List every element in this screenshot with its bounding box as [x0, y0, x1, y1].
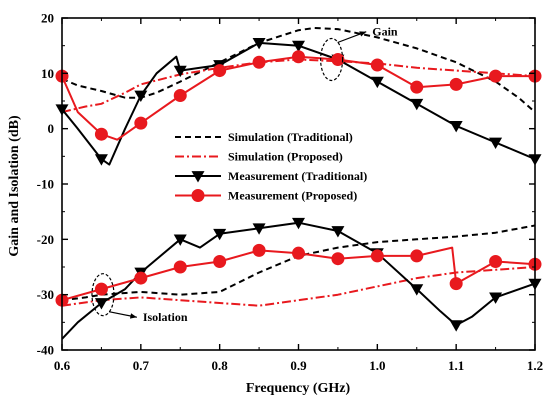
- data-point-measurement-proposed-3-11: [489, 69, 503, 83]
- x-tick-label-1: 0.7: [133, 358, 150, 373]
- x-tick-label-3: 0.9: [290, 358, 307, 373]
- data-point-measurement-proposed-7-6: [292, 246, 305, 260]
- data-point-measurement-proposed-3-7: [331, 53, 345, 66]
- data-point-measurement-traditional-2-6: [292, 40, 305, 53]
- data-point-measurement-traditional-6-2: [173, 234, 187, 246]
- data-point-measurement-proposed-7-11: [489, 254, 503, 268]
- data-point-measurement-proposed-7-5: [252, 243, 266, 257]
- x-tick-label-5: 1.1: [448, 358, 464, 373]
- x-tick-label-4: 1.0: [369, 358, 385, 373]
- data-point-measurement-traditional-2-10: [449, 121, 463, 133]
- data-point-measurement-traditional-6-0: [94, 298, 108, 310]
- data-point-measurement-proposed-7-10: [449, 277, 463, 291]
- y-tick-label-5: 10: [41, 66, 54, 81]
- x-axis-label: Frequency (GHz): [246, 381, 351, 396]
- x-tick-label-6: 1.2: [527, 358, 543, 373]
- plot-markers: [55, 38, 542, 332]
- data-point-measurement-proposed-7-8: [370, 249, 384, 263]
- plot-lines: [62, 27, 535, 340]
- y-tick-label-3: -10: [37, 177, 54, 192]
- annotation-ellipse-isolation: [91, 273, 115, 317]
- data-point-measurement-traditional-2-3: [173, 65, 187, 78]
- annotation-label-gain: Gain: [372, 25, 398, 39]
- plot-frame: [61, 17, 536, 351]
- y-tick-label-0: -40: [37, 343, 54, 358]
- annotations: Gain Isolation: [91, 25, 398, 324]
- data-point-measurement-proposed-3-5: [252, 55, 266, 69]
- series-line-simulation-proposed-1: [62, 58, 535, 114]
- data-point-measurement-proposed-3-10: [449, 77, 463, 91]
- data-point-measurement-proposed-7-2: [134, 271, 148, 285]
- data-point-measurement-traditional-2-2: [134, 90, 148, 102]
- legend-marker-measurement-traditional: [191, 171, 205, 183]
- y-tick-label-4: 0: [48, 121, 55, 136]
- data-point-measurement-traditional-6-6: [331, 226, 345, 238]
- y-tick-label-1: -30: [37, 287, 54, 302]
- data-point-measurement-proposed-7-1: [94, 282, 108, 296]
- data-point-measurement-traditional-6-5: [292, 217, 305, 230]
- annotation-arrowhead-gain: [359, 31, 367, 37]
- y-axis-label: Gain and Isolation (dB): [7, 115, 22, 257]
- series-line-simulation-traditional-0: [62, 27, 535, 113]
- legend: Simulation (Traditional) Simulation (Prop…: [175, 130, 367, 203]
- legend-label-simulation-traditional: Simulation (Traditional): [228, 130, 353, 144]
- data-point-measurement-traditional-6-10: [489, 292, 503, 304]
- data-point-measurement-traditional-6-8: [410, 284, 424, 296]
- data-point-measurement-proposed-3-2: [134, 116, 148, 130]
- data-point-measurement-proposed-3-9: [410, 80, 424, 94]
- y-tick-label-6: 20: [41, 11, 54, 26]
- axes: 0.6 0.7 0.8 0.9 1.0 1.1 1.2 -40 -30 -20 -10 0 10 20: [37, 11, 543, 374]
- legend-label-measurement-proposed: Measurement (Proposed): [228, 189, 357, 203]
- data-point-measurement-proposed-7-7: [331, 252, 345, 266]
- data-point-measurement-traditional-6-9: [449, 320, 463, 332]
- legend-marker-measurement-proposed: [191, 189, 205, 202]
- data-point-measurement-proposed-3-6: [292, 50, 305, 64]
- data-point-measurement-traditional-2-1: [94, 154, 108, 166]
- data-point-measurement-traditional-6-4: [252, 223, 266, 235]
- data-point-measurement-proposed-7-3: [173, 260, 187, 274]
- x-tick-label-0: 0.6: [54, 358, 71, 373]
- data-point-measurement-proposed-3-8: [370, 58, 384, 72]
- annotation-ellipse-gain: [320, 37, 344, 82]
- legend-label-simulation-proposed: Simulation (Proposed): [228, 150, 343, 164]
- data-point-measurement-traditional-6-3: [213, 228, 227, 241]
- data-point-measurement-traditional-2-9: [410, 98, 424, 111]
- data-point-measurement-proposed-3-1: [94, 127, 108, 141]
- x-tick-label-2: 0.8: [212, 358, 229, 373]
- data-point-measurement-proposed-3-3: [173, 88, 187, 102]
- data-point-measurement-proposed-7-4: [213, 254, 227, 268]
- y-tick-label-2: -20: [37, 232, 54, 247]
- data-point-measurement-traditional-2-8: [370, 76, 384, 89]
- series-line-simulation-traditional-4: [62, 224, 535, 302]
- data-point-measurement-proposed-3-4: [213, 64, 227, 78]
- annotation-label-isolation: Isolation: [143, 310, 188, 324]
- data-point-measurement-traditional-2-5: [252, 38, 266, 50]
- data-point-measurement-proposed-7-9: [410, 249, 424, 263]
- data-point-measurement-traditional-2-11: [489, 137, 503, 149]
- series-line-simulation-proposed-5: [62, 266, 535, 307]
- annotation-arrowhead-isolation: [129, 313, 137, 319]
- legend-label-measurement-traditional: Measurement (Traditional): [228, 169, 367, 183]
